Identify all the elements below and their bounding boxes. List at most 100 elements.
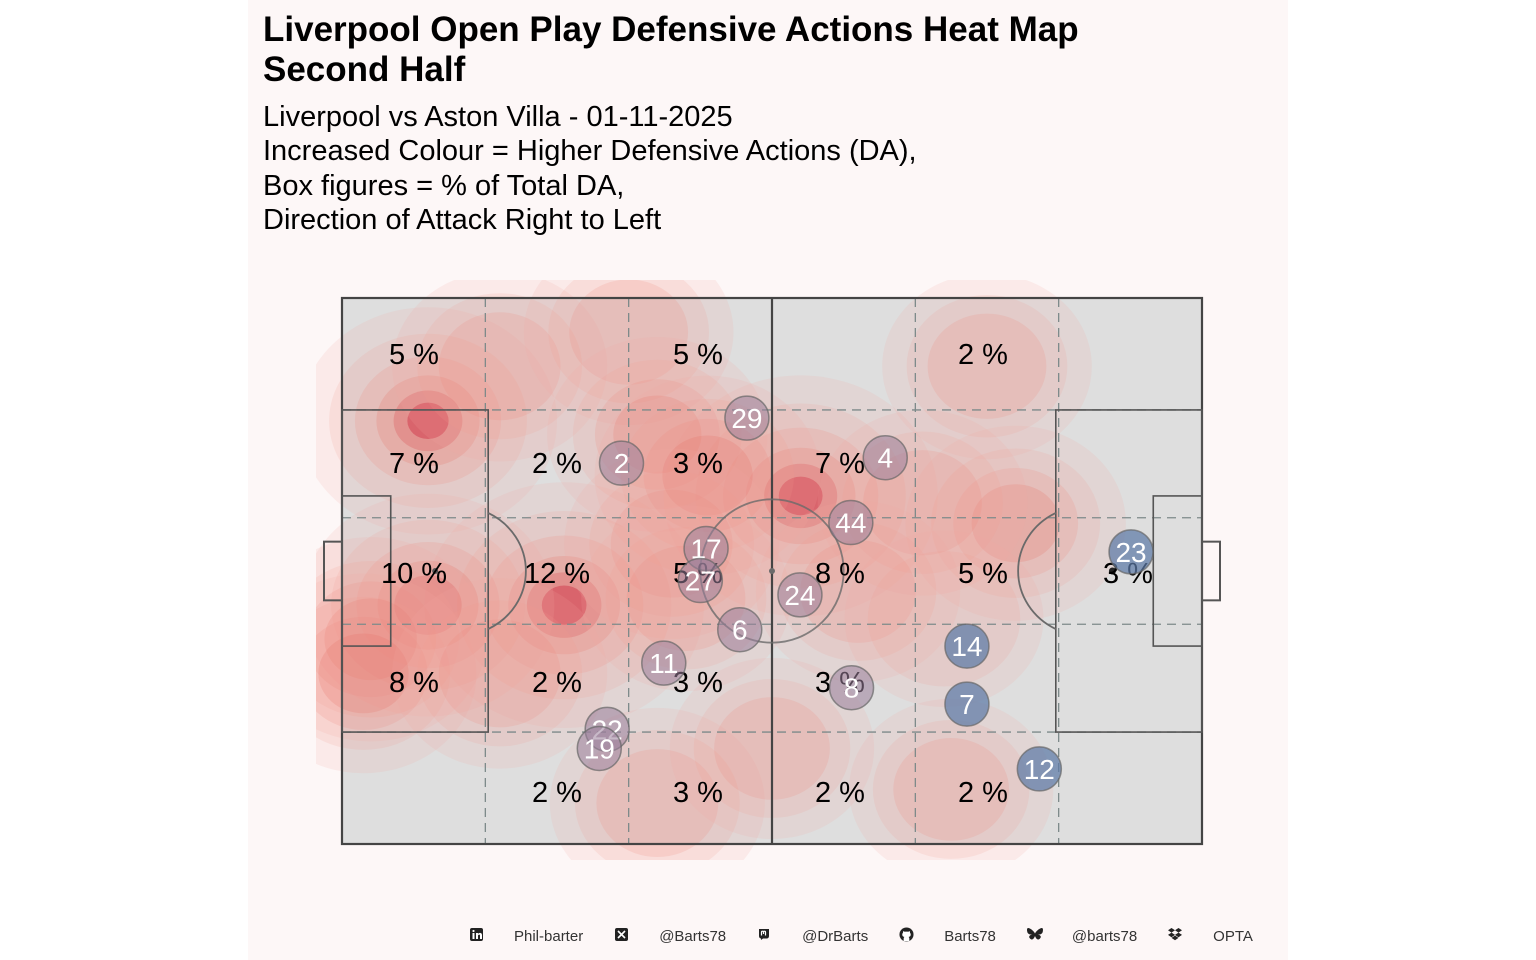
heat-contour [376,375,480,467]
player-number: 4 [877,443,893,474]
heat-contour [872,719,1030,859]
player-marker: 24 [777,572,823,618]
mastodon-handle[interactable]: @DrBarts [802,927,869,945]
left-penalty-arc [487,512,527,630]
heat-contour [438,312,561,421]
linkedin-handle[interactable]: Phil-barter [514,927,584,945]
heat-contour [331,519,525,691]
heat-contour [393,390,463,452]
player-number: 44 [835,508,866,539]
heat-contour [663,375,938,617]
player-circle [862,434,908,481]
player-circle [828,664,875,711]
zone-percentage: 2 % [532,667,582,699]
player-marker: 2 [598,440,645,486]
zone-percentage: 2 % [532,777,582,809]
github-icon[interactable] [898,926,914,946]
heat-contour [356,542,500,669]
zone-percentage: 10 % [381,558,447,590]
x-icon[interactable] [613,927,629,945]
heat-contour [662,435,753,516]
heat-contour [755,500,961,683]
heat-contour [800,540,916,643]
subtitle-line: Liverpool vs Aston Villa - 01-11-2025 [263,101,733,133]
heat-contour [778,476,823,516]
heat-contour [953,467,1079,579]
github-handle[interactable]: Barts78 [944,927,996,945]
bluesky-handle[interactable]: @barts78 [1071,927,1138,945]
heat-contour [329,333,527,508]
player-number: 24 [784,580,815,611]
chart-title-line1: Liverpool Open Play Defensive Actions He… [263,10,1079,49]
zone-percentage: 2 % [958,777,1008,809]
heat-contour [316,596,451,750]
x-handle[interactable]: @Barts78 [659,927,727,945]
player-marker: 6 [717,606,763,653]
heat-contour [931,448,1101,598]
player-circle [944,681,990,727]
bluesky-icon[interactable] [1026,927,1043,946]
heat-contour [316,573,477,774]
heat-contour [424,482,704,728]
heat-contour [564,448,780,639]
heat-contour [882,280,1092,460]
heat-contour [548,280,709,404]
zone-percentage: 7 % [389,448,439,480]
heat-contour [354,356,502,486]
heat-contour [316,560,460,718]
subtitle-line: Box figures = % of Total DA, [263,170,625,202]
zone-percentage: 3 % [673,777,723,809]
zone-percentage: 5 % [958,558,1008,590]
centre-spot [769,568,775,574]
heat-contour [523,280,734,426]
player-circle [641,640,687,686]
chart-title-line2: Second Half [263,50,466,89]
player-marker: 19 [576,725,623,772]
player-number: 2 [614,448,630,479]
zone-labels: 5 %5 %2 %7 %2 %3 %7 %10 %12 %5 %8 %5 %3 … [381,339,1153,809]
heat-contour [541,585,587,625]
heat-contour [849,698,1054,860]
zone-percentage: 12 % [524,558,590,590]
right-penalty-arc [1017,512,1057,630]
zone-percentage: 5 % [389,339,439,371]
player-number: 29 [731,403,762,434]
zone-percentage: 3 % [673,448,723,480]
heat-contour [526,572,602,638]
zone-percentage: 7 % [815,448,865,480]
linkedin-icon[interactable] [468,927,484,945]
heat-contour [392,280,608,462]
heat-contour [764,463,838,529]
heat-contour [844,530,1044,708]
zone-percentage: 2 % [958,339,1008,371]
heat-contour [316,307,557,535]
heat-contour [324,598,417,681]
player-number: 14 [951,631,982,662]
player-number: 12 [1024,754,1055,785]
footer-credits: Phil-barter @Barts78 @DrBarts Barts78 @b… [468,924,1283,948]
heat-contour [484,535,644,675]
zone-percentage: 2 % [532,448,582,480]
heat-contour [407,402,449,440]
subtitle-line: Direction of Attack Right to Left [263,204,662,236]
player-marker: 7 [944,681,990,727]
heat-contour [457,510,672,700]
heat-contour [745,447,856,545]
player-circle [724,395,770,441]
player-circle [677,557,724,604]
player-number: 8 [844,673,860,704]
heat-contour [508,555,621,655]
mastodon-icon[interactable] [756,927,772,945]
heat-contour [316,581,437,698]
heat-contour [547,336,768,533]
dropbox-icon[interactable] [1167,927,1183,945]
player-circle [944,623,990,669]
player-marker: 11 [641,640,687,686]
heat-contour [643,418,772,533]
zone-percentage: 2 % [815,777,865,809]
right-goal [1201,540,1221,602]
subtitle-line: Increased Colour = Higher Defensive Acti… [263,135,917,167]
heat-contour [438,619,561,728]
player-marker: 4 [862,434,908,481]
